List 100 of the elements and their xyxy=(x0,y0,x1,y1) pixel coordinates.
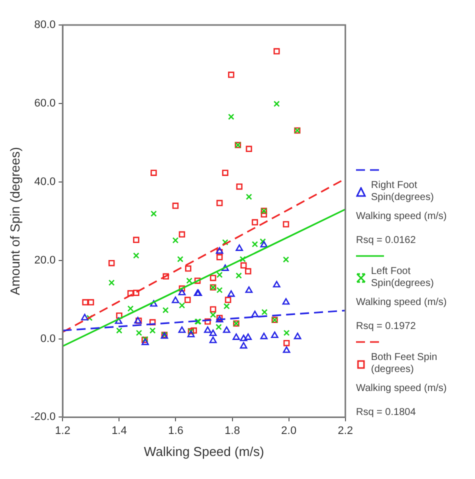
point xyxy=(283,330,290,336)
point xyxy=(282,221,290,228)
point xyxy=(149,327,156,334)
point xyxy=(236,244,244,251)
x-tick-label: 1.4 xyxy=(112,424,127,437)
point xyxy=(133,236,140,244)
point xyxy=(114,317,122,324)
y-tick-label: 0.0 xyxy=(40,332,56,345)
text: Walking speed (m/s) xyxy=(356,296,448,310)
point xyxy=(178,302,186,309)
y-tick-label: 60.0 xyxy=(34,97,56,110)
point xyxy=(216,200,223,206)
point xyxy=(187,330,195,338)
point xyxy=(150,170,157,176)
point xyxy=(274,48,280,54)
text: Walking speed (m/s) xyxy=(356,382,448,396)
point xyxy=(116,327,122,334)
point xyxy=(136,330,142,336)
point xyxy=(283,340,290,346)
point xyxy=(228,72,234,78)
x-tick-label: 2.0 xyxy=(281,424,296,437)
point xyxy=(272,280,280,288)
point xyxy=(232,333,240,340)
point xyxy=(228,114,234,120)
point xyxy=(149,319,156,326)
point xyxy=(178,231,186,238)
point xyxy=(150,300,158,307)
point xyxy=(209,330,217,336)
point xyxy=(224,296,232,304)
point xyxy=(127,305,134,312)
point xyxy=(246,146,252,152)
point xyxy=(185,265,192,272)
x-tick-label: 1.8 xyxy=(224,424,240,437)
point xyxy=(178,285,186,292)
y-tick-label: -20.0 xyxy=(30,411,56,424)
point xyxy=(244,333,252,340)
point xyxy=(86,314,93,322)
point xyxy=(178,288,186,296)
y-axis-title: Amount of Spin (degrees) xyxy=(7,147,22,296)
legend-label: Left Foot Spin(degrees) xyxy=(371,266,435,290)
point xyxy=(282,346,290,353)
point xyxy=(216,272,223,278)
x-tick-label: 1.6 xyxy=(168,424,184,437)
point xyxy=(150,210,157,217)
point xyxy=(261,308,268,316)
point xyxy=(216,254,223,260)
point xyxy=(222,326,230,333)
point xyxy=(127,290,134,296)
point xyxy=(252,219,258,226)
point xyxy=(282,298,290,305)
text: Rsq = 0.1804 xyxy=(356,406,417,420)
point xyxy=(271,331,278,338)
y-tick-label: 20.0 xyxy=(34,254,56,266)
point xyxy=(133,290,140,296)
point xyxy=(210,274,216,282)
point xyxy=(81,314,88,320)
point xyxy=(186,278,192,284)
point xyxy=(227,290,235,297)
point xyxy=(177,256,184,262)
point xyxy=(88,299,94,306)
point xyxy=(236,272,242,279)
point xyxy=(184,296,191,304)
point xyxy=(222,170,228,176)
legend-label: Both Feet Spin (degrees) xyxy=(371,352,438,376)
point xyxy=(82,299,88,306)
point xyxy=(236,183,242,190)
point xyxy=(245,286,253,293)
point xyxy=(240,262,247,269)
point xyxy=(116,312,122,319)
point xyxy=(260,240,268,248)
point xyxy=(240,256,246,262)
point xyxy=(240,334,248,342)
y-tick-label: 40.0 xyxy=(34,176,56,188)
point xyxy=(204,326,212,333)
point xyxy=(251,310,259,318)
point xyxy=(260,211,268,218)
point xyxy=(108,260,115,266)
point xyxy=(252,241,258,248)
point xyxy=(172,202,179,209)
point xyxy=(209,336,217,344)
text: Rsq = 0.0162 xyxy=(356,234,417,248)
point xyxy=(210,306,216,312)
point xyxy=(162,273,169,280)
point xyxy=(260,238,266,245)
point xyxy=(222,239,228,246)
text: Rsq = 0.1972 xyxy=(356,320,417,334)
point xyxy=(204,318,211,325)
y-tick-label: 80.0 xyxy=(34,19,56,32)
point xyxy=(172,296,180,304)
point xyxy=(294,332,302,340)
x-tick-label: 1.2 xyxy=(55,424,70,437)
point xyxy=(190,327,197,334)
point xyxy=(244,268,252,274)
legend-label: Right Foot Spin(degrees) xyxy=(371,180,435,204)
point xyxy=(194,278,201,284)
point xyxy=(172,237,179,244)
point xyxy=(178,326,186,333)
x-axis-title: Walking Speed (m/s) xyxy=(144,444,264,459)
point xyxy=(224,303,230,310)
point xyxy=(216,324,222,330)
